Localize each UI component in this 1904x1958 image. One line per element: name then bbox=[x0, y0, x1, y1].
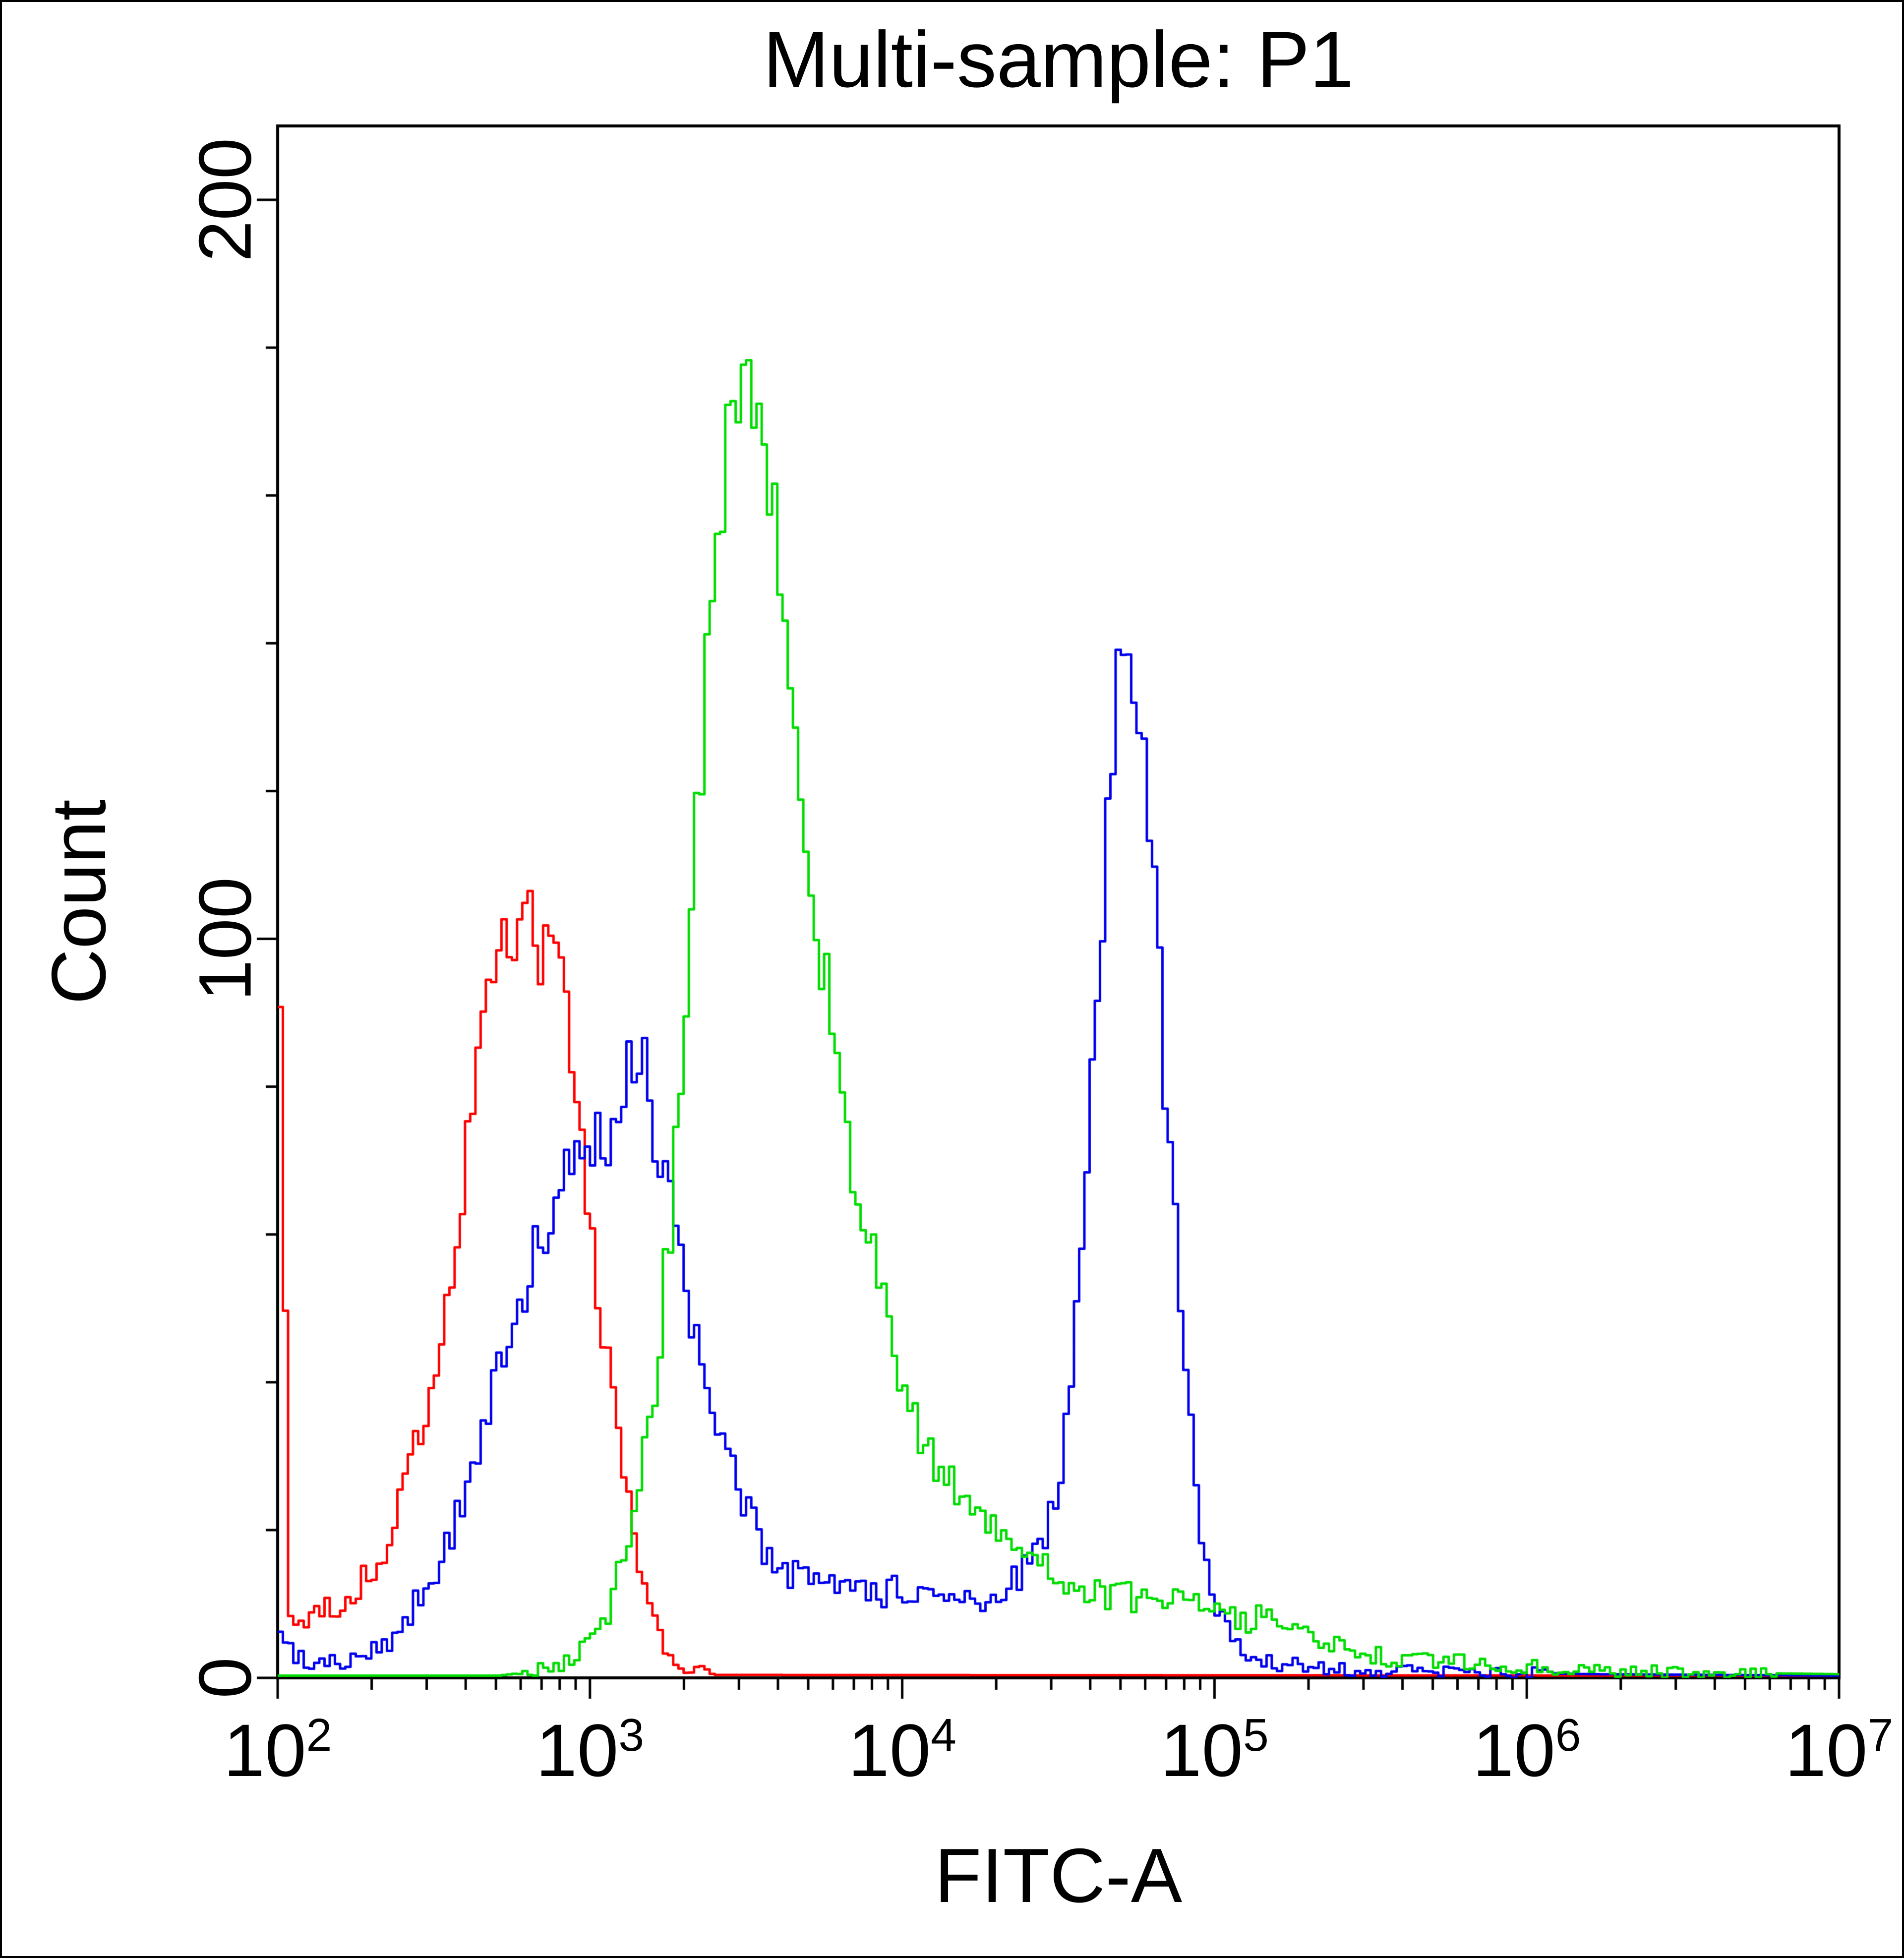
y-axis-label: Count bbox=[36, 799, 121, 1005]
x-axis-label: FITC-A bbox=[934, 1833, 1183, 1918]
chart-title: Multi-sample: P1 bbox=[763, 15, 1354, 104]
